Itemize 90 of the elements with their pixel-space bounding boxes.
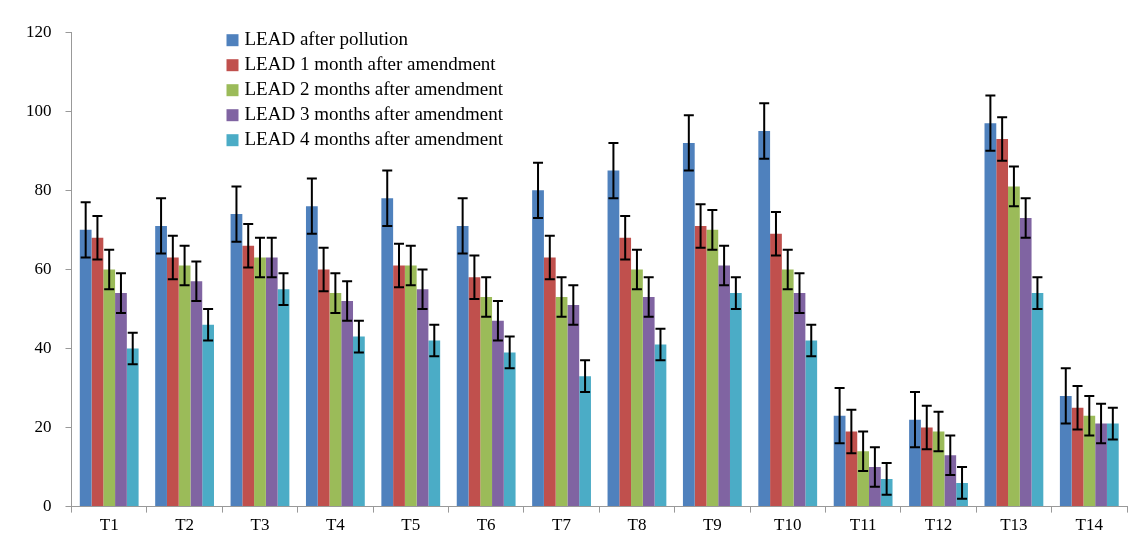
y-tick-label: 100	[26, 100, 52, 120]
bar	[579, 376, 591, 507]
y-tick-label: 20	[34, 417, 52, 436]
bar	[115, 293, 127, 507]
bar	[654, 344, 667, 507]
bar	[277, 289, 290, 507]
bar	[1008, 186, 1020, 507]
y-tick-label: 40	[34, 337, 52, 357]
legend-label: LEAD after pollution	[244, 28, 409, 50]
x-tick-label: T7	[552, 515, 572, 535]
legend-label: LEAD 4 months after amendment	[244, 128, 504, 150]
bar	[190, 281, 203, 507]
bar	[909, 419, 921, 507]
bar	[265, 257, 278, 507]
bar	[920, 427, 933, 507]
y-tick-label: 80	[34, 179, 52, 199]
bar	[984, 123, 997, 507]
bar	[178, 265, 191, 507]
bar	[694, 225, 707, 507]
bar	[1059, 395, 1072, 507]
bar	[845, 431, 858, 507]
bar	[718, 265, 730, 507]
bar	[805, 340, 818, 507]
bar	[607, 170, 620, 507]
bar	[642, 297, 655, 507]
bar	[230, 214, 243, 507]
x-tick-label: T2	[175, 515, 195, 535]
bar	[317, 269, 330, 507]
x-tick-label: T11	[849, 515, 877, 535]
bar	[567, 304, 580, 507]
bar	[543, 257, 556, 507]
x-tick-label: T4	[325, 515, 346, 535]
bar	[353, 336, 365, 507]
bar	[480, 297, 493, 507]
x-tick-label: T5	[401, 515, 421, 535]
bar	[944, 455, 957, 507]
bar	[706, 229, 719, 507]
bar	[155, 225, 167, 507]
x-tick-label: T10	[774, 515, 802, 535]
x-tick-label: T9	[702, 515, 722, 535]
bar	[631, 269, 643, 507]
bar	[202, 324, 214, 507]
legend-label: LEAD 1 month after amendment	[244, 53, 497, 75]
bar	[758, 131, 771, 507]
bar	[1031, 293, 1044, 507]
bar	[404, 265, 417, 507]
bar	[1083, 415, 1096, 507]
bar	[456, 225, 469, 507]
bar	[996, 138, 1009, 507]
bar	[341, 301, 354, 507]
x-tick-label: T12	[924, 515, 953, 535]
bar	[254, 257, 266, 507]
bar	[857, 451, 870, 507]
bar	[1095, 423, 1107, 507]
bar	[619, 237, 632, 507]
bar	[492, 320, 504, 507]
bar	[91, 237, 104, 507]
bar	[381, 198, 394, 507]
x-tick-label: T6	[476, 515, 496, 535]
bar	[242, 245, 255, 507]
bar	[555, 297, 568, 507]
bar	[79, 229, 92, 507]
bar	[781, 269, 794, 507]
legend-label: LEAD 3 months after amendment	[244, 103, 504, 125]
y-tick-label: 120	[26, 21, 52, 41]
bar	[393, 265, 405, 507]
x-tick-label: T1	[99, 515, 119, 535]
y-tick-label: 60	[34, 258, 52, 278]
x-tick-label: T8	[627, 515, 647, 535]
bar	[770, 233, 782, 507]
bar	[1019, 218, 1032, 507]
bar	[166, 257, 179, 507]
x-tick-label: T14	[1075, 515, 1104, 535]
bar	[305, 206, 318, 507]
bar	[793, 293, 806, 507]
bar	[428, 340, 441, 507]
x-tick-label: T13	[1000, 515, 1028, 535]
bar	[126, 348, 139, 507]
bar	[468, 277, 481, 507]
bar	[103, 269, 116, 507]
bar	[532, 190, 544, 507]
bar	[503, 352, 516, 507]
bar	[682, 142, 695, 507]
bar	[329, 293, 342, 507]
bar	[416, 289, 429, 507]
x-tick-label: T3	[250, 515, 270, 535]
bar	[729, 293, 742, 507]
bar	[1106, 423, 1119, 507]
y-tick-label: 0	[43, 496, 52, 516]
legend-label: LEAD 2 months after amendment	[244, 78, 504, 100]
